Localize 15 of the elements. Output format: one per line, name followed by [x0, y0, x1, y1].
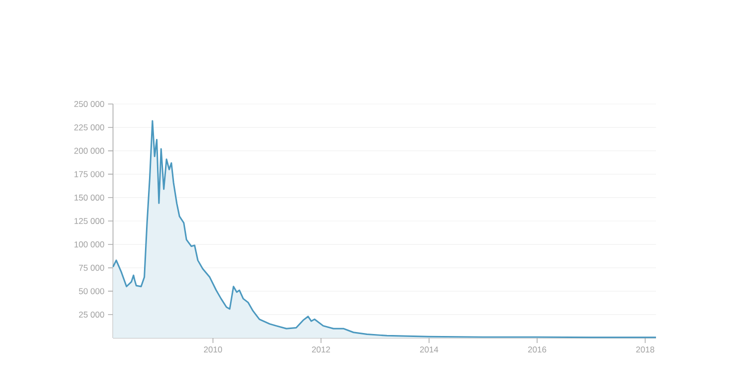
y-tick-label: 100 000 — [74, 241, 104, 248]
y-tick-label: 25 000 — [79, 312, 104, 318]
x-tick-label: 2010 — [204, 346, 222, 353]
y-tick-label: 50 000 — [78, 288, 104, 294]
x-tick-label: 2012 — [312, 346, 330, 353]
x-tick-label: 2014 — [420, 346, 438, 353]
y-tick-label: 75 000 — [79, 264, 104, 271]
y-tick-label: 250 000 — [74, 101, 104, 107]
x-tick-label: 2016 — [528, 346, 546, 353]
y-tick-label: 125 000 — [74, 218, 104, 224]
y-tick-label: 150 000 — [74, 194, 104, 201]
x-tick-label: 2018 — [636, 346, 654, 353]
y-tick-label: 175 000 — [74, 171, 104, 178]
y-tick-label: 200 000 — [74, 148, 104, 154]
y-tick-label: 225 000 — [74, 124, 104, 130]
